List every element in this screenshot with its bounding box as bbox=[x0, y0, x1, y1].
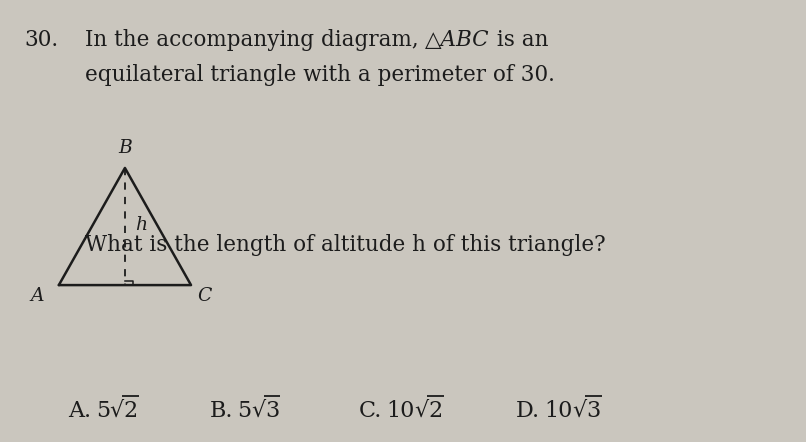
Text: A: A bbox=[31, 287, 44, 305]
Text: √: √ bbox=[572, 400, 587, 422]
Text: What is the length of altitude h of this triangle?: What is the length of altitude h of this… bbox=[85, 234, 605, 256]
Text: √: √ bbox=[251, 400, 265, 422]
Text: D.: D. bbox=[516, 400, 540, 422]
Text: B: B bbox=[118, 139, 132, 157]
Text: B.: B. bbox=[210, 400, 233, 422]
Text: In the accompanying diagram,: In the accompanying diagram, bbox=[85, 29, 425, 51]
Text: 10: 10 bbox=[544, 400, 572, 422]
Text: △ABC: △ABC bbox=[425, 29, 490, 51]
Text: √: √ bbox=[414, 400, 429, 422]
Text: 30.: 30. bbox=[24, 29, 58, 51]
Text: 5: 5 bbox=[237, 400, 251, 422]
Text: 3: 3 bbox=[265, 400, 280, 422]
Text: 3: 3 bbox=[587, 400, 600, 422]
Text: √: √ bbox=[110, 400, 124, 422]
Text: C: C bbox=[197, 287, 212, 305]
Text: C.: C. bbox=[359, 400, 382, 422]
Text: A.: A. bbox=[69, 400, 92, 422]
Text: 2: 2 bbox=[124, 400, 138, 422]
Text: 2: 2 bbox=[429, 400, 442, 422]
Text: 5: 5 bbox=[96, 400, 110, 422]
Text: equilateral triangle with a perimeter of 30.: equilateral triangle with a perimeter of… bbox=[85, 64, 555, 86]
Text: h: h bbox=[135, 217, 147, 234]
Text: 10: 10 bbox=[386, 400, 414, 422]
Text: is an: is an bbox=[490, 29, 548, 51]
